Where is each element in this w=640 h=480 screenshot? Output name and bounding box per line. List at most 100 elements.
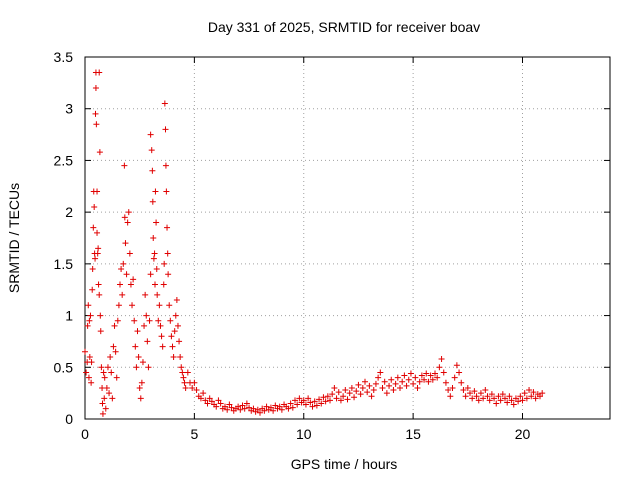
data-point (292, 397, 298, 404)
data-point (309, 403, 316, 410)
data-point (124, 219, 131, 226)
data-point (97, 312, 104, 319)
data-point (145, 364, 152, 371)
y-tick-label: 0.5 (54, 359, 74, 375)
data-point (107, 353, 114, 360)
data-point (215, 397, 222, 404)
data-point (344, 396, 351, 403)
data-point (537, 393, 543, 400)
data-point (462, 393, 469, 400)
data-point (368, 393, 375, 400)
data-point (539, 390, 546, 397)
data-point (152, 281, 158, 288)
data-point (204, 400, 211, 407)
data-point (89, 286, 96, 293)
data-point (399, 378, 406, 385)
data-point (115, 302, 122, 309)
data-point (287, 400, 294, 407)
data-point (151, 250, 158, 257)
data-point (150, 235, 157, 241)
data-point (305, 395, 312, 402)
data-point (106, 390, 113, 397)
data-point (123, 271, 130, 278)
data-point (418, 372, 425, 379)
data-point (488, 391, 495, 398)
data-point (87, 312, 94, 319)
x-tick-label: 5 (190, 426, 198, 442)
data-point (161, 100, 168, 107)
data-point (294, 401, 301, 408)
data-point (157, 322, 164, 329)
data-point (113, 374, 120, 381)
data-point (532, 395, 539, 402)
data-point (162, 126, 169, 133)
data-point (92, 85, 99, 92)
data-point (83, 369, 90, 376)
data-point (331, 384, 338, 391)
data-point (160, 281, 167, 288)
data-point (250, 405, 257, 412)
data-point (364, 389, 371, 396)
data-point (129, 302, 136, 309)
data-point (139, 359, 146, 366)
data-point (171, 328, 178, 335)
data-point (313, 402, 320, 409)
data-point (155, 317, 162, 324)
data-point (438, 356, 445, 363)
data-point (154, 291, 161, 298)
data-point (88, 359, 95, 366)
data-point (166, 302, 173, 309)
data-point (94, 188, 101, 195)
data-point (375, 374, 382, 381)
data-point (181, 379, 188, 386)
data-point (320, 394, 327, 401)
data-point (311, 398, 318, 405)
data-point (475, 397, 482, 404)
data-points-layer (82, 69, 546, 417)
y-tick-label: 3 (65, 101, 73, 117)
data-point (235, 403, 242, 410)
data-point (484, 393, 491, 400)
data-point (383, 390, 390, 397)
data-point (110, 343, 117, 350)
data-point (146, 317, 153, 324)
data-point (172, 312, 179, 319)
data-point (228, 404, 235, 411)
data-point (167, 317, 174, 324)
data-point (163, 188, 170, 195)
data-point (272, 402, 279, 409)
data-point (342, 387, 349, 394)
data-point (217, 400, 224, 407)
data-point (504, 399, 511, 406)
data-point (224, 406, 231, 413)
data-point (467, 390, 473, 397)
data-point (169, 343, 176, 350)
data-point (333, 395, 340, 402)
data-point (377, 369, 384, 376)
data-point (243, 400, 250, 407)
data-point (322, 398, 329, 405)
data-point (153, 266, 160, 273)
data-point (197, 395, 204, 402)
data-point (445, 387, 452, 394)
data-point (379, 384, 386, 391)
data-point (122, 240, 129, 247)
data-point (329, 391, 336, 398)
data-point (176, 338, 183, 345)
grid-layer (85, 57, 610, 419)
data-point (403, 382, 410, 389)
data-point (141, 322, 148, 329)
data-point (239, 402, 246, 409)
data-point (340, 393, 347, 400)
data-point (100, 369, 107, 376)
data-point (121, 162, 128, 169)
x-tick-label: 0 (81, 426, 89, 442)
data-point (519, 397, 526, 404)
data-point (502, 395, 508, 402)
data-point (278, 406, 285, 413)
data-point (442, 379, 449, 386)
chart-title: Day 331 of 2025, SRMTID for receiver boa… (208, 19, 480, 35)
data-point (94, 250, 101, 257)
data-point (357, 391, 364, 398)
data-point (456, 369, 463, 376)
